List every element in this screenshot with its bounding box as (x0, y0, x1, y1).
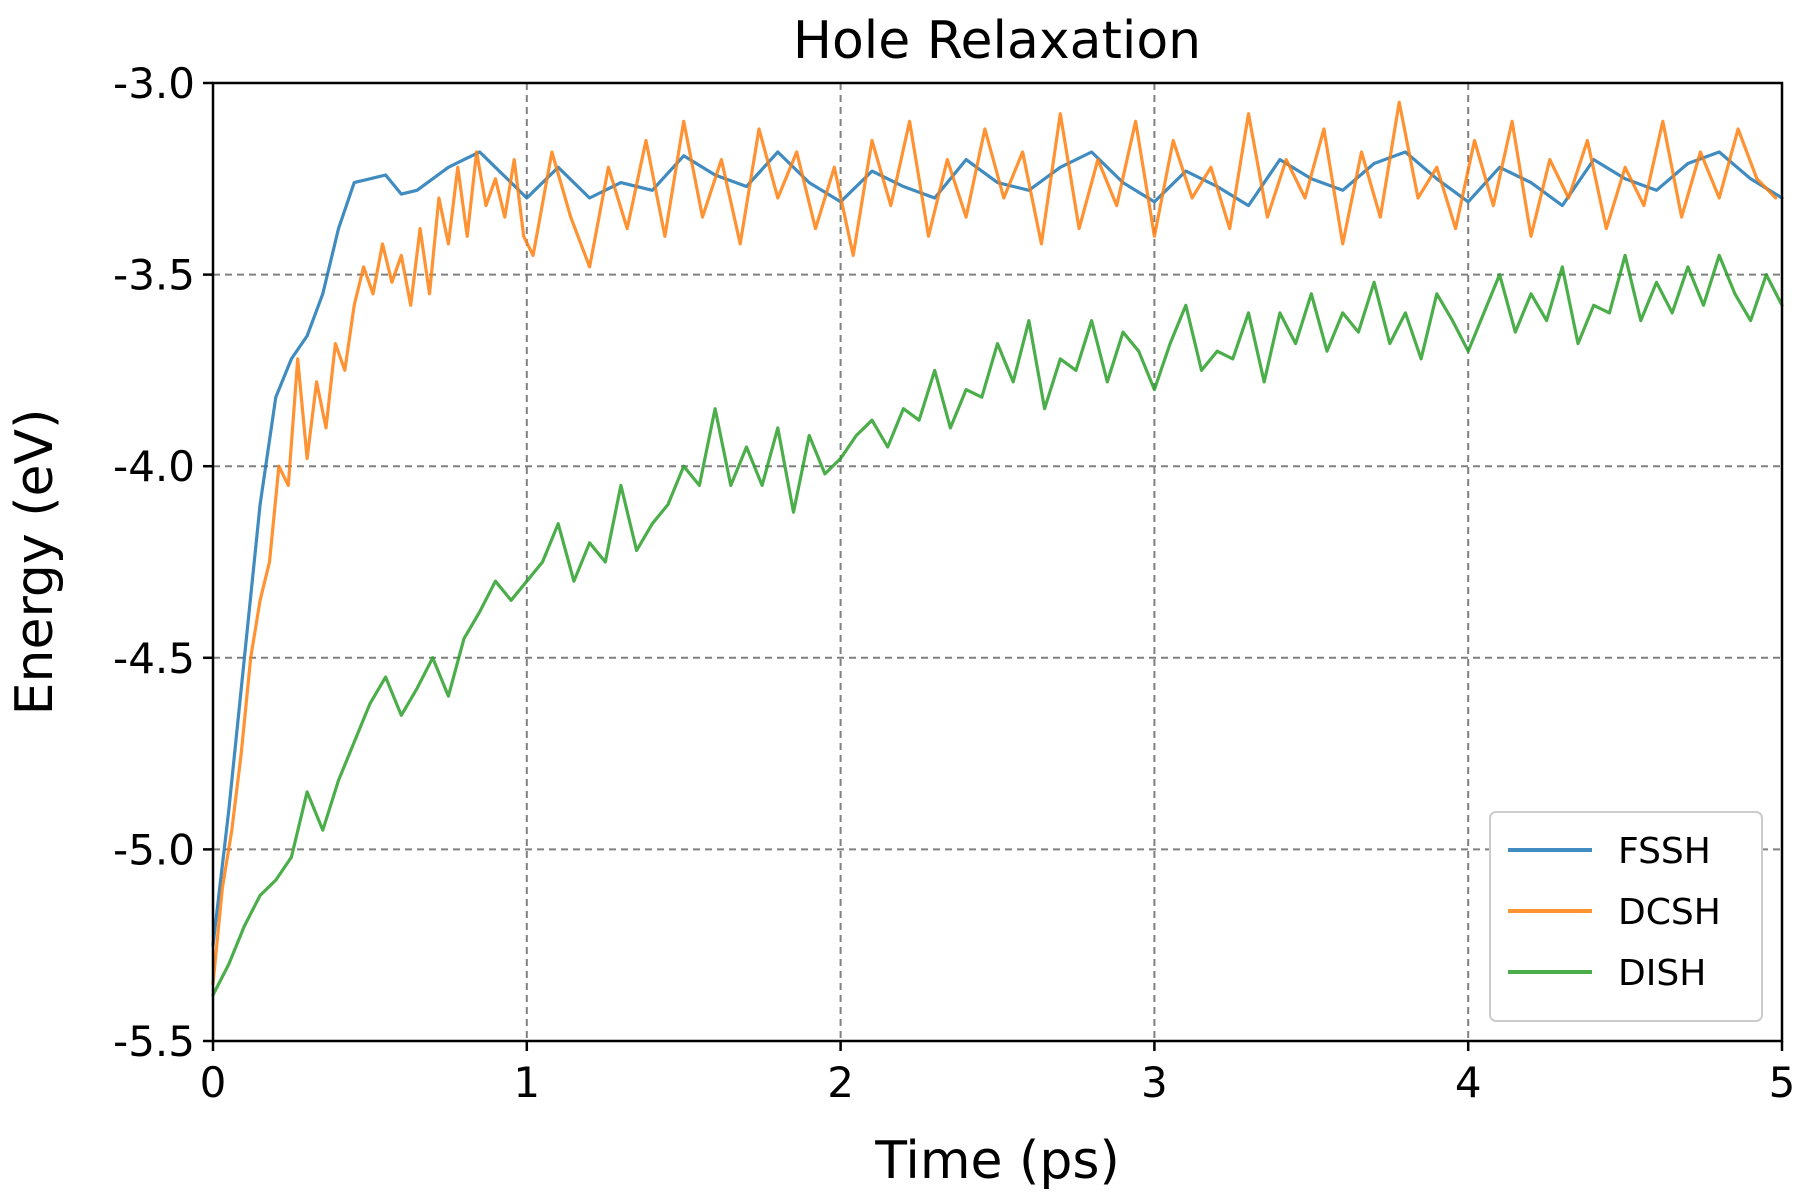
x-tick-label-2: 2 (827, 1058, 854, 1107)
x-axis-label: Time (ps) (874, 1131, 1119, 1191)
series-line-dish (211, 253, 1784, 997)
legend-label-dish: DISH (1618, 953, 1706, 994)
series-layer (211, 100, 1784, 997)
x-tick-label-4: 4 (1455, 1058, 1482, 1107)
legend-label-fssh: FSSH (1618, 831, 1711, 872)
plot-frame (211, 81, 1784, 1043)
x-tick-label-3: 3 (1141, 1058, 1168, 1107)
y-tick-label-2: -4.5 (113, 634, 195, 683)
y-tick-label-4: -3.5 (113, 251, 195, 300)
x-tick-label-1: 1 (513, 1058, 540, 1107)
chart-title: Hole Relaxation (793, 11, 1201, 71)
legend-label-dcsh: DCSH (1618, 892, 1721, 933)
x-tick-label-5: 5 (1769, 1058, 1796, 1107)
x-tick-label-0: 0 (200, 1058, 227, 1107)
series-line-dcsh (211, 100, 1778, 986)
y-tick-label-0: -5.5 (113, 1017, 195, 1066)
axis-ticks: 0 1 2 3 4 5 -5.5 -5.0 -4.5 -4.0 -3.5 -3.0 (113, 59, 1795, 1107)
grid (213, 83, 1782, 1041)
y-tick-label-5: -3.0 (113, 59, 195, 108)
y-axis-label: Energy (eV) (5, 409, 65, 716)
y-tick-label-3: -4.0 (113, 442, 195, 491)
legend-box (1489, 811, 1763, 1022)
legend: FSSH DCSH DISH (1489, 811, 1763, 1022)
y-tick-label-1: -5.0 (113, 825, 195, 874)
